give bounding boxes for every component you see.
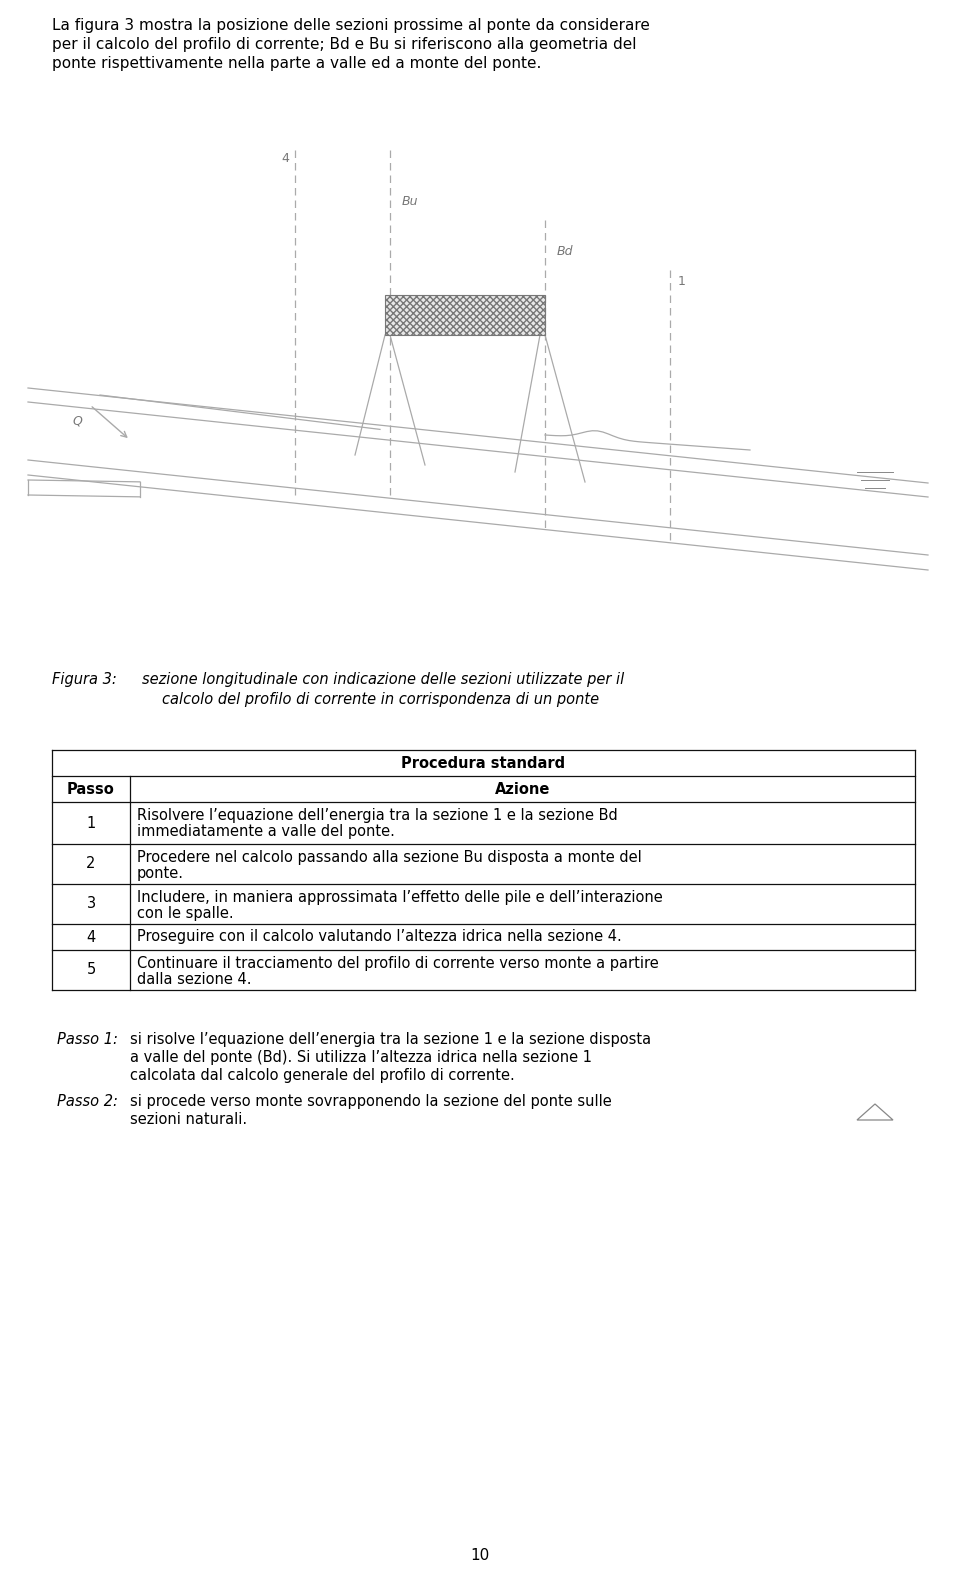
Text: Includere, in maniera approssimata l’effetto delle pile e dell’interazione: Includere, in maniera approssimata l’eff… bbox=[137, 890, 662, 904]
Text: Figura 3:: Figura 3: bbox=[52, 672, 117, 688]
Text: Azione: Azione bbox=[494, 782, 550, 796]
Text: 4: 4 bbox=[86, 929, 96, 945]
Text: 1: 1 bbox=[678, 275, 685, 287]
Text: Proseguire con il calcolo valutando l’altezza idrica nella sezione 4.: Proseguire con il calcolo valutando l’al… bbox=[137, 929, 622, 945]
Text: Passo 1:: Passo 1: bbox=[57, 1031, 118, 1047]
Text: 3: 3 bbox=[86, 896, 96, 912]
Text: Bd: Bd bbox=[557, 245, 573, 257]
Text: ponte rispettivamente nella parte a valle ed a monte del ponte.: ponte rispettivamente nella parte a vall… bbox=[52, 57, 541, 71]
Text: dalla sezione 4.: dalla sezione 4. bbox=[137, 972, 252, 988]
Text: ponte.: ponte. bbox=[137, 867, 184, 881]
Text: calcolata dal calcolo generale del profilo di corrente.: calcolata dal calcolo generale del profi… bbox=[130, 1068, 515, 1083]
Text: per il calcolo del profilo di corrente; Bd e Bu si riferiscono alla geometria de: per il calcolo del profilo di corrente; … bbox=[52, 38, 636, 52]
Text: 10: 10 bbox=[470, 1548, 490, 1564]
Text: 1: 1 bbox=[86, 815, 96, 831]
Text: si procede verso monte sovrapponendo la sezione del ponte sulle: si procede verso monte sovrapponendo la … bbox=[130, 1094, 612, 1108]
Text: calcolo del profilo di corrente in corrispondenza di un ponte: calcolo del profilo di corrente in corri… bbox=[162, 692, 599, 706]
Text: si risolve l’equazione dell’energia tra la sezione 1 e la sezione disposta: si risolve l’equazione dell’energia tra … bbox=[130, 1031, 651, 1047]
Text: 2: 2 bbox=[86, 857, 96, 871]
Bar bbox=[385, 295, 545, 334]
Text: La figura 3 mostra la posizione delle sezioni prossime al ponte da considerare: La figura 3 mostra la posizione delle se… bbox=[52, 17, 650, 33]
Text: Passo: Passo bbox=[67, 782, 115, 796]
Text: con le spalle.: con le spalle. bbox=[137, 906, 233, 922]
Text: sezione longitudinale con indicazione delle sezioni utilizzate per il: sezione longitudinale con indicazione de… bbox=[142, 672, 624, 688]
Text: Procedere nel calcolo passando alla sezione Bu disposta a monte del: Procedere nel calcolo passando alla sezi… bbox=[137, 849, 641, 865]
Text: 5: 5 bbox=[86, 962, 96, 978]
Text: a valle del ponte (Bd). Si utilizza l’altezza idrica nella sezione 1: a valle del ponte (Bd). Si utilizza l’al… bbox=[130, 1050, 592, 1064]
Text: sezioni naturali.: sezioni naturali. bbox=[130, 1112, 247, 1127]
Text: Passo 2:: Passo 2: bbox=[57, 1094, 118, 1108]
Text: Continuare il tracciamento del profilo di corrente verso monte a partire: Continuare il tracciamento del profilo d… bbox=[137, 956, 659, 970]
Text: immediatamente a valle del ponte.: immediatamente a valle del ponte. bbox=[137, 824, 395, 838]
Text: Q: Q bbox=[72, 414, 82, 429]
Text: 4: 4 bbox=[281, 152, 289, 165]
Text: Risolvere l’equazione dell’energia tra la sezione 1 e la sezione Bd: Risolvere l’equazione dell’energia tra l… bbox=[137, 809, 617, 823]
Text: Procedura standard: Procedura standard bbox=[401, 755, 565, 771]
Text: Bu: Bu bbox=[402, 195, 419, 207]
